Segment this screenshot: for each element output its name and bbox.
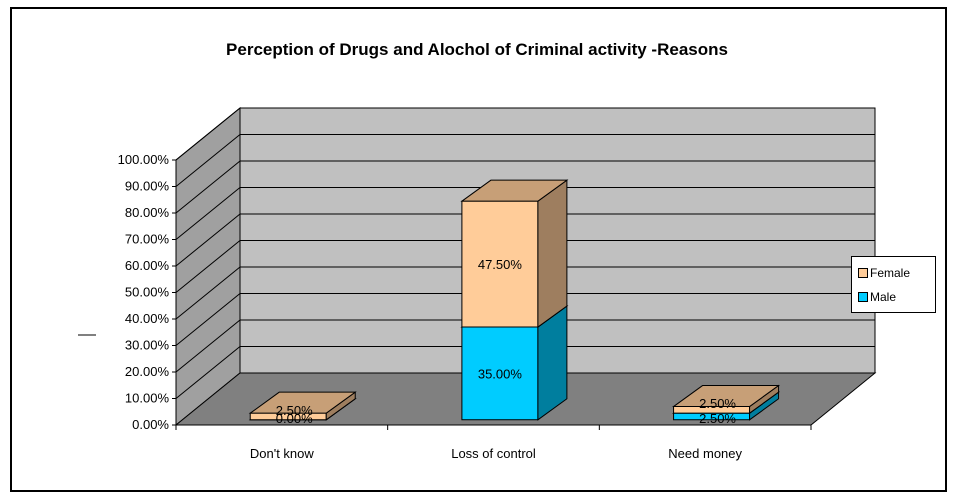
data-label-male: 2.50% [699,411,736,426]
bar-female-top [672,385,781,408]
data-label-female: 2.50% [699,396,736,411]
legend-item-female: Female [858,266,910,280]
y-tick-label: 100.00% [118,152,170,167]
y-tick-label: 60.00% [125,258,170,273]
y-tick-label: 70.00% [125,232,170,247]
data-label-female: 47.50% [478,257,523,272]
x-category-label: Need money [668,446,742,461]
legend-swatch-female [858,268,868,278]
y-tick-label: 20.00% [125,364,170,379]
data-label-male: 0.00% [276,411,313,426]
y-tick-label: 50.00% [125,285,170,300]
gridline-side [175,160,241,214]
gridline-side [175,240,241,293]
bar-female-side [537,179,568,329]
gridline-side [175,293,241,346]
gridline-side [175,266,241,320]
chart-title: Perception of Drugs and Alochol of Crimi… [226,40,728,59]
data-label-female: 2.50% [276,403,313,418]
bar-female-top [460,179,569,202]
gridline-side [175,319,241,373]
legend-label-female: Female [870,266,911,280]
gridline-side [175,134,241,187]
gridline-side [175,107,241,161]
bar-female-top [248,391,357,414]
x-category-label: Don't know [250,446,315,461]
y-tick-label: 40.00% [125,311,170,326]
y-tick-label: 80.00% [125,205,170,220]
gridline-side [175,213,241,267]
y-tick-label: 10.00% [125,391,170,406]
chart-legend: Female Male [851,256,936,313]
legend-item-male: Male [858,290,896,304]
y-tick-label: 0.00% [132,417,169,432]
y-tick-label: 30.00% [125,338,170,353]
x-category-label: Loss of control [451,446,536,461]
gridline-side [175,346,241,399]
legend-label-male: Male [870,290,897,304]
legend-swatch-male [858,292,868,302]
gridline-side [175,187,241,240]
data-label-male: 35.00% [478,366,523,381]
y-tick-label: 90.00% [125,179,170,194]
